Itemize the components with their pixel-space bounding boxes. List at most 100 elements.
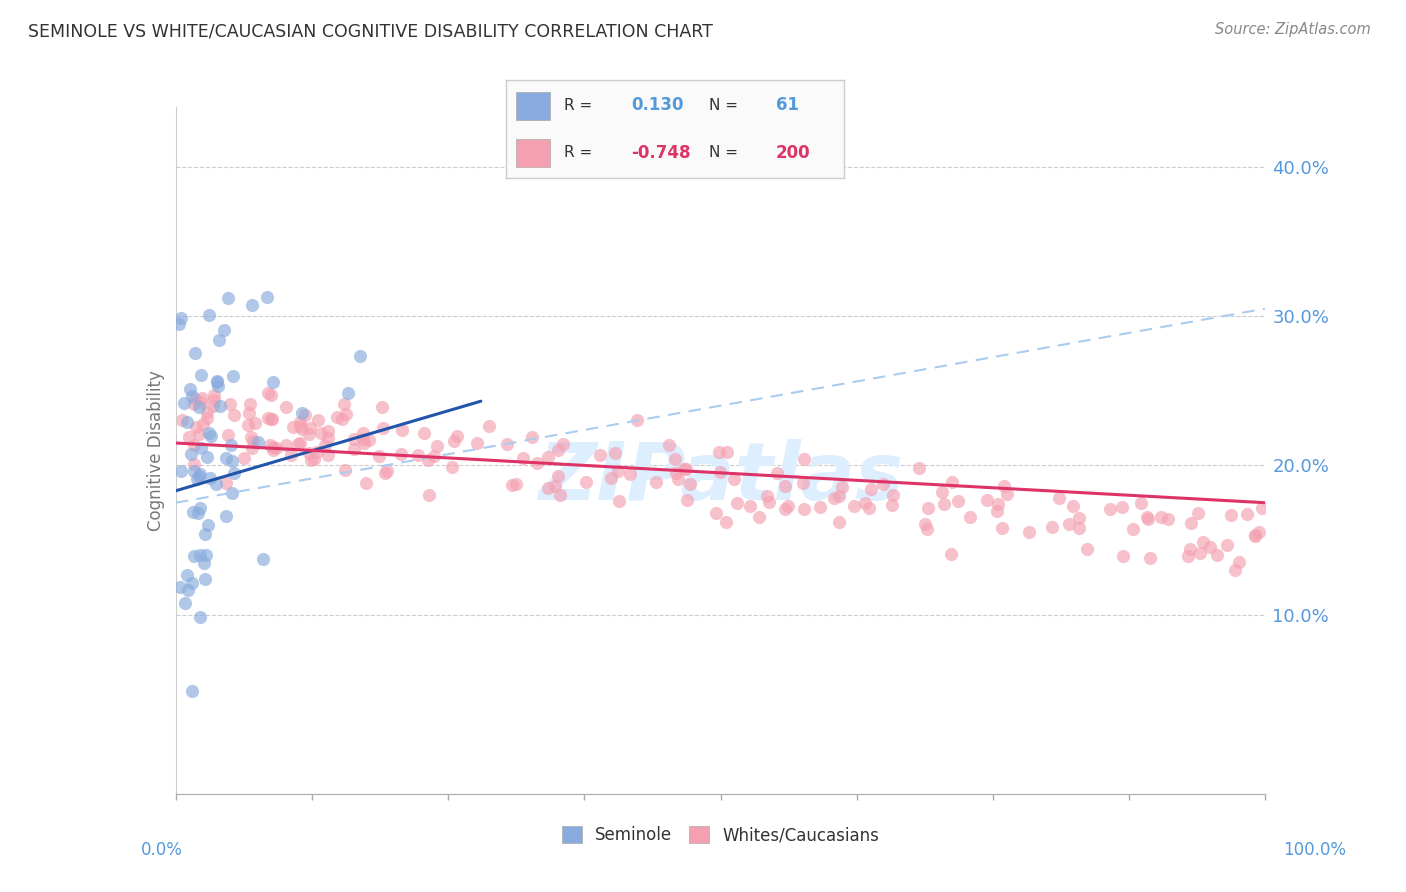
Point xyxy=(548,488,571,502)
Point xyxy=(606,464,628,478)
Point xyxy=(1206,548,1229,562)
Point xyxy=(183,392,205,406)
Point xyxy=(238,406,260,420)
Text: N =: N = xyxy=(709,98,738,112)
Point xyxy=(959,510,981,524)
Point xyxy=(195,450,218,465)
Point xyxy=(1220,508,1243,523)
Point xyxy=(423,449,446,463)
Point xyxy=(446,428,468,442)
Point xyxy=(1236,508,1258,522)
Point xyxy=(512,451,534,466)
Point xyxy=(766,467,789,481)
Point xyxy=(991,521,1014,535)
Point xyxy=(1047,491,1070,505)
Point xyxy=(299,453,322,467)
Point xyxy=(352,425,374,440)
Point xyxy=(193,557,215,571)
Point xyxy=(773,479,796,493)
Point xyxy=(256,410,278,425)
Point xyxy=(202,392,225,407)
Point xyxy=(714,515,737,529)
Point xyxy=(188,548,211,562)
Point xyxy=(391,423,413,437)
Point xyxy=(914,517,936,532)
Point xyxy=(205,375,228,389)
Point xyxy=(333,462,356,476)
Point xyxy=(181,683,204,698)
Point xyxy=(575,475,598,490)
Point xyxy=(931,484,953,499)
Point xyxy=(256,290,278,304)
Point xyxy=(1180,516,1202,530)
Y-axis label: Cognitive Disability: Cognitive Disability xyxy=(146,370,165,531)
Point xyxy=(1250,500,1272,515)
Point xyxy=(264,441,287,455)
Point xyxy=(368,449,391,463)
Point xyxy=(1157,512,1180,526)
Point xyxy=(465,435,488,450)
Point xyxy=(290,406,312,420)
Point xyxy=(808,500,831,514)
Point xyxy=(302,452,325,467)
Point xyxy=(644,475,666,489)
Point xyxy=(276,438,298,452)
Point xyxy=(333,397,356,411)
Point xyxy=(314,438,336,452)
Point xyxy=(831,480,853,494)
Point xyxy=(176,415,198,429)
Point xyxy=(872,476,894,491)
Point xyxy=(505,477,527,491)
Point xyxy=(537,450,560,465)
Point xyxy=(709,445,731,459)
Point xyxy=(704,506,727,520)
Point xyxy=(259,388,281,402)
Point xyxy=(195,405,218,419)
Point xyxy=(217,428,239,442)
Point xyxy=(357,433,380,447)
Point xyxy=(262,440,284,454)
Point xyxy=(316,431,339,445)
Point xyxy=(335,407,357,421)
Point xyxy=(318,448,340,462)
Point xyxy=(184,419,207,434)
Point xyxy=(778,499,800,513)
Point xyxy=(239,397,262,411)
Point xyxy=(247,435,270,450)
Point xyxy=(993,479,1015,493)
Text: -0.748: -0.748 xyxy=(631,144,690,161)
FancyBboxPatch shape xyxy=(516,92,550,120)
Point xyxy=(1178,542,1201,557)
Point xyxy=(1150,510,1173,524)
Point xyxy=(240,297,263,311)
Point xyxy=(177,582,200,597)
Point xyxy=(426,439,449,453)
Text: SEMINOLE VS WHITE/CAUCASIAN COGNITIVE DISABILITY CORRELATION CHART: SEMINOLE VS WHITE/CAUCASIAN COGNITIVE DI… xyxy=(28,22,713,40)
Point xyxy=(679,477,702,491)
Point xyxy=(941,547,963,561)
Point xyxy=(1198,541,1220,555)
Point xyxy=(181,505,204,519)
Point xyxy=(1187,506,1209,520)
Point xyxy=(1177,549,1199,564)
Point xyxy=(257,385,280,400)
Point xyxy=(823,491,845,505)
Point xyxy=(198,426,221,441)
Point xyxy=(665,466,688,480)
Point xyxy=(859,482,882,496)
Point xyxy=(183,438,205,452)
Point xyxy=(915,522,938,536)
Point xyxy=(207,378,229,392)
Point xyxy=(177,430,200,444)
Point xyxy=(389,447,412,461)
Point xyxy=(291,422,314,436)
Point xyxy=(370,400,392,414)
Point xyxy=(287,437,309,451)
Point xyxy=(260,412,283,426)
Point xyxy=(188,610,211,624)
Point xyxy=(193,572,215,586)
Text: ZIPatlas: ZIPatlas xyxy=(538,439,903,517)
Point xyxy=(412,425,434,440)
Point xyxy=(332,412,354,426)
Point xyxy=(738,499,761,513)
